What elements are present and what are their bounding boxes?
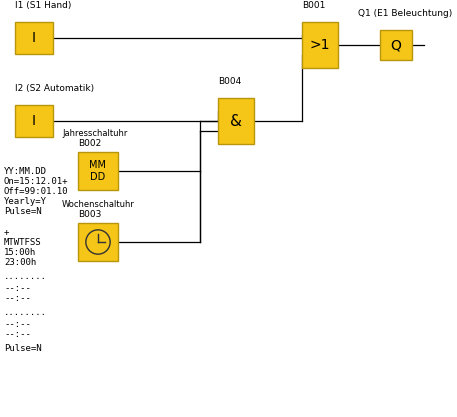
Text: --:--: --:-- <box>4 330 31 339</box>
Text: --:--: --:-- <box>4 284 31 293</box>
Text: >1: >1 <box>310 38 330 52</box>
Bar <box>78 223 118 261</box>
Text: B004: B004 <box>218 77 241 86</box>
Text: B001: B001 <box>302 1 325 10</box>
Bar <box>218 98 254 144</box>
Text: Off=99:01.10: Off=99:01.10 <box>4 187 69 196</box>
Text: Pulse=N: Pulse=N <box>4 207 42 216</box>
Text: Pulse=N: Pulse=N <box>4 344 42 353</box>
Text: YY:MM.DD: YY:MM.DD <box>4 167 47 176</box>
Text: +: + <box>4 228 10 237</box>
Text: Q1 (E1 Beleuchtung): Q1 (E1 Beleuchtung) <box>358 9 452 18</box>
Text: B003: B003 <box>78 210 101 219</box>
Text: I: I <box>32 114 36 128</box>
Text: --:--: --:-- <box>4 320 31 329</box>
Text: MTWTFSS: MTWTFSS <box>4 238 42 247</box>
Bar <box>78 152 118 190</box>
Text: Jahresschaltuhr: Jahresschaltuhr <box>62 129 128 138</box>
Bar <box>302 22 338 68</box>
Bar <box>380 30 412 60</box>
Text: B002: B002 <box>78 139 101 148</box>
Text: MM
DD: MM DD <box>90 160 106 182</box>
Text: ........: ........ <box>4 272 47 281</box>
Text: 23:00h: 23:00h <box>4 258 36 267</box>
Text: ........: ........ <box>4 308 47 317</box>
Text: I2 (S2 Automatik): I2 (S2 Automatik) <box>15 84 94 93</box>
Text: Yearly=Y: Yearly=Y <box>4 197 47 206</box>
Text: On=15:12.01+: On=15:12.01+ <box>4 177 69 186</box>
Text: --:--: --:-- <box>4 294 31 303</box>
Text: I1 (S1 Hand): I1 (S1 Hand) <box>15 1 71 10</box>
Text: I: I <box>32 31 36 45</box>
Text: Q: Q <box>391 38 401 52</box>
Bar <box>15 105 53 137</box>
Bar <box>15 22 53 54</box>
Text: Wochenschaltuhr: Wochenschaltuhr <box>62 200 135 209</box>
Text: &: & <box>230 113 242 128</box>
Text: 15:00h: 15:00h <box>4 248 36 257</box>
